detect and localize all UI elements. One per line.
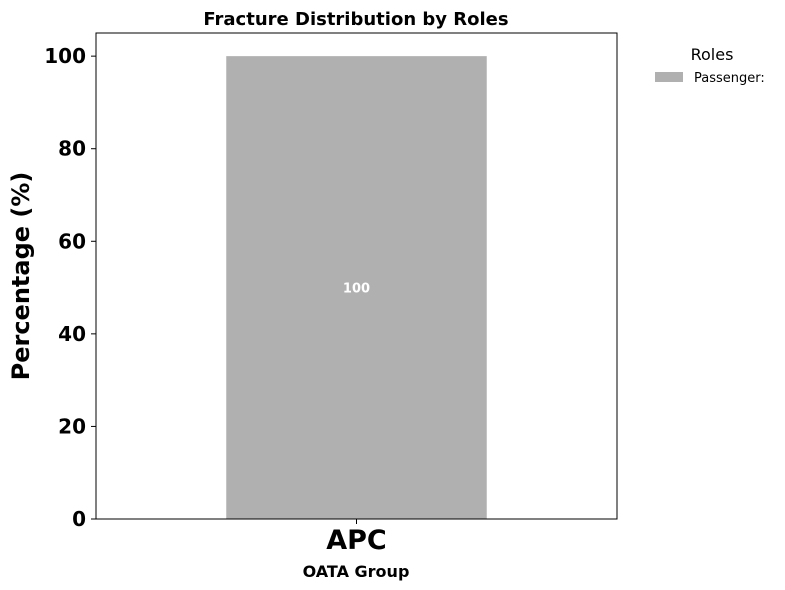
legend: Roles Passenger: [655,45,765,86]
legend-swatch [655,72,683,82]
x-tick-label: APC [326,525,387,556]
chart-title: Fracture Distribution by Roles [203,9,508,30]
y-tick-label: 80 [58,137,86,161]
y-axis-label: Percentage (%) [7,172,35,381]
legend-entry: Passenger: [694,71,765,86]
data-label: 100 [343,282,370,297]
y-tick-label: 100 [44,44,86,68]
y-tick-label: 20 [58,414,86,438]
y-tick-label: 0 [72,507,86,531]
legend-title: Roles [691,45,734,64]
plot-area: 100 0 20 40 60 80 100 APC [44,32,618,556]
bar [226,56,487,520]
x-axis-label: OATA Group [303,562,410,581]
y-tick-label: 40 [58,322,86,346]
y-tick-label: 60 [58,229,86,253]
